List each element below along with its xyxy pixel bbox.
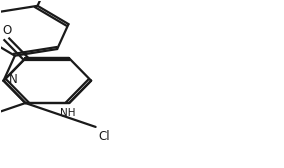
Text: Cl: Cl xyxy=(99,130,110,143)
Text: NH: NH xyxy=(60,108,76,118)
Text: N: N xyxy=(9,73,17,86)
Text: O: O xyxy=(2,24,11,37)
